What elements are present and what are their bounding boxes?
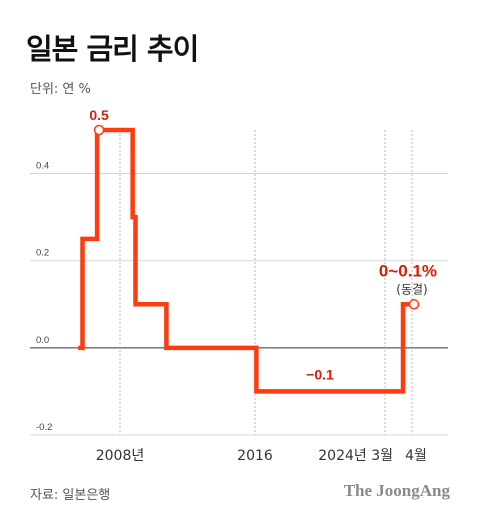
data-point-marker bbox=[93, 124, 105, 136]
unit-label: 단위: 연 % bbox=[30, 82, 91, 97]
y-tick-label: 0.2 bbox=[36, 248, 49, 259]
x-tick-label: 2016 bbox=[237, 448, 273, 464]
y-tick-label: 0.0 bbox=[36, 335, 49, 346]
x-tick-label: 2008년 bbox=[96, 448, 145, 464]
peak-rate-label: 0.5 bbox=[89, 107, 109, 123]
y-tick-label: 0.4 bbox=[36, 161, 49, 172]
chart-title: 일본 금리 추이 bbox=[26, 32, 199, 66]
data-point-marker bbox=[408, 299, 420, 310]
current-rate-label: 0~0.1% bbox=[379, 261, 437, 280]
x-tick-label: 2024년 3월 bbox=[318, 448, 393, 464]
rate-freeze-note: (동결) bbox=[396, 282, 427, 296]
rate-step-line bbox=[78, 127, 415, 394]
source-note: 자료: 일본은행 bbox=[30, 488, 111, 503]
negative-rate-label: −0.1 bbox=[306, 366, 334, 382]
y-tick-label: -0.2 bbox=[36, 422, 52, 433]
x-tick-label: 4월 bbox=[405, 448, 427, 464]
publisher-logo: The JoongAng bbox=[343, 481, 450, 500]
